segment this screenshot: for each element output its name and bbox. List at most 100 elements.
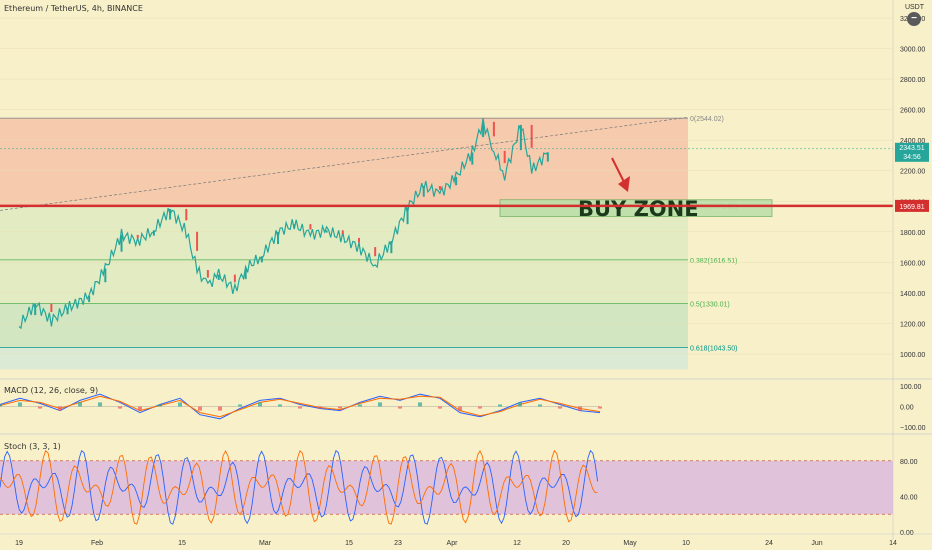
arrow-shaft <box>611 157 625 183</box>
price-axis-tick: 2400.00 <box>900 138 925 145</box>
macd-axis-tick: −100.00 <box>900 425 926 432</box>
macd-histogram-bar <box>78 402 82 407</box>
price-candle <box>66 308 69 315</box>
macd-series-line <box>0 393 601 420</box>
time-axis-tick: May <box>623 540 637 547</box>
macd-histogram-bar <box>98 402 102 407</box>
price-candle <box>169 208 172 220</box>
buy-zone-label: BUY ZONE <box>578 197 699 221</box>
price-candle <box>390 240 393 254</box>
time-axis-tick: Apr <box>447 540 459 547</box>
last-price-tag <box>895 142 929 162</box>
stoch-axis-tick: 80.00 <box>900 459 918 466</box>
macd-histogram-bar <box>58 406 62 411</box>
macd-histogram-bar <box>478 406 482 409</box>
price-candle <box>530 124 533 148</box>
price-candle <box>185 208 188 221</box>
price-candle <box>152 230 155 236</box>
macd-histogram-bar <box>598 406 602 409</box>
price-candle <box>546 152 549 162</box>
price-axis-tick: 2600.00 <box>900 108 925 115</box>
time-axis-tick: 24 <box>765 540 773 547</box>
time-axis-tick: 14 <box>889 540 897 547</box>
time-axis-tick: Feb <box>91 540 103 547</box>
price-series-line <box>18 118 549 330</box>
fib-level-label: 0.618(1043.50) <box>690 345 737 352</box>
macd-histogram-bar <box>578 406 582 411</box>
price-candle <box>50 303 53 312</box>
macd-histogram-bar <box>298 406 302 409</box>
price-candle <box>438 186 441 190</box>
price-candle <box>406 207 409 225</box>
buy-zone-box <box>499 199 773 217</box>
price-candle <box>260 256 263 263</box>
macd-series-line <box>0 395 601 418</box>
time-axis-tick: 15 <box>345 540 353 547</box>
macd-histogram-bar <box>238 404 242 407</box>
price-axis-tick: 3000.00 <box>900 47 925 54</box>
fib-zone <box>0 303 688 348</box>
price-candle <box>341 230 344 235</box>
macd-title: MACD (12, 26, close, 9) <box>4 386 99 395</box>
price-candle <box>34 303 37 316</box>
price-candle <box>88 295 91 303</box>
macd-axis-tick: 100.00 <box>900 384 922 391</box>
stoch-axis-tick: 40.00 <box>900 494 918 501</box>
countdown-label: 34:56 <box>903 154 921 161</box>
price-candle <box>455 176 458 186</box>
price-candle <box>277 231 280 245</box>
last-price-label: 2343.51 <box>899 145 924 152</box>
zoom-out-icon[interactable]: − <box>907 12 921 26</box>
fib-level-label: 0(2544.02) <box>690 116 724 123</box>
price-candle <box>136 234 139 238</box>
macd-histogram-bar <box>138 406 142 411</box>
support-tag <box>895 199 929 212</box>
price-candle <box>374 247 377 257</box>
stoch-title: Stoch (3, 3, 1) <box>4 442 61 451</box>
time-axis-tick: 10 <box>682 540 690 547</box>
macd-histogram-bar <box>198 406 202 411</box>
macd-histogram-bar <box>498 404 502 407</box>
price-axis-tick: 1000.00 <box>900 352 925 359</box>
time-axis-tick: Mar <box>259 540 272 547</box>
time-axis-tick: 12 <box>513 540 521 547</box>
macd-histogram-bar <box>418 402 422 407</box>
macd-histogram-bar <box>178 402 182 407</box>
price-candle <box>309 224 312 230</box>
price-axis-unit: USDT <box>904 4 924 11</box>
price-axis-tick: 1600.00 <box>900 260 925 267</box>
price-axis-tick: 1400.00 <box>900 291 925 298</box>
time-axis-tick: 15 <box>178 540 186 547</box>
price-axis-tick: 1200.00 <box>900 321 925 328</box>
macd-axis-tick: 0.00 <box>900 405 914 412</box>
macd-histogram-bar <box>158 404 162 407</box>
macd-histogram-bar <box>518 402 522 407</box>
macd-histogram-bar <box>558 406 562 409</box>
fib-level-label: 0.5(1330.01) <box>690 302 730 309</box>
fib-zone <box>0 347 688 370</box>
macd-histogram-bar <box>278 404 282 407</box>
price-candle <box>120 234 123 252</box>
price-candle <box>471 152 474 165</box>
time-axis-tick: 19 <box>15 540 23 547</box>
macd-histogram-bar <box>38 406 42 409</box>
macd-histogram-bar <box>18 402 22 407</box>
macd-histogram-bar <box>218 406 222 411</box>
price-candle <box>233 274 236 283</box>
stoch-series-line <box>0 449 598 525</box>
time-axis-tick: 20 <box>562 540 570 547</box>
price-axis-tick: 2800.00 <box>900 77 925 84</box>
price-candle <box>482 121 485 138</box>
macd-histogram-bar <box>0 404 2 407</box>
arrow-head <box>618 176 630 192</box>
time-axis-tick: 23 <box>394 540 402 547</box>
macd-histogram-bar <box>118 406 122 409</box>
price-candle <box>492 121 495 137</box>
macd-histogram-bar <box>318 406 322 409</box>
price-candle <box>206 270 209 278</box>
price-candle <box>217 274 220 280</box>
price-candle <box>503 150 506 164</box>
macd-histogram-bar <box>398 406 402 409</box>
price-candle <box>244 268 247 280</box>
time-axis-tick: Jun <box>811 540 822 547</box>
